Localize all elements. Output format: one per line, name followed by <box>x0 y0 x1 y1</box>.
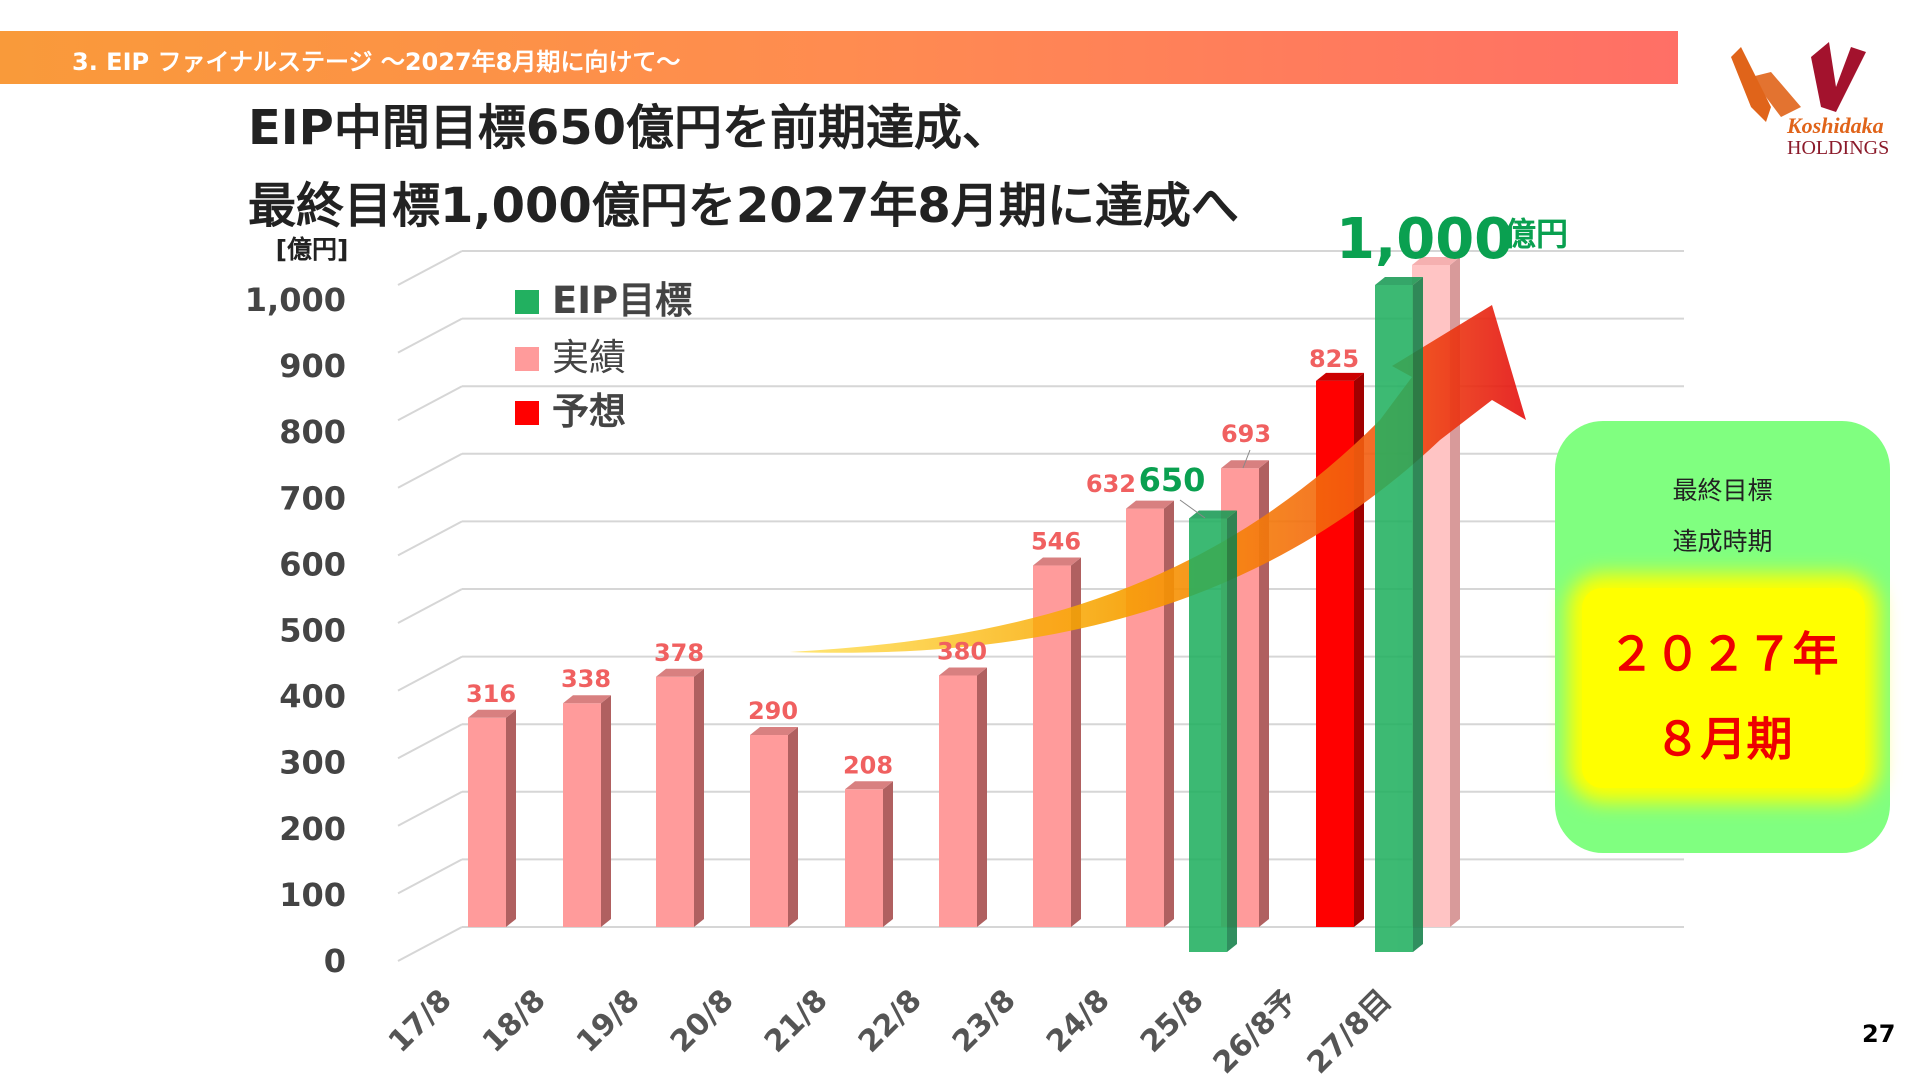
gridline-depth <box>397 790 463 827</box>
data-label: 546 <box>1031 528 1081 556</box>
bar-actual-21/8 <box>845 781 893 927</box>
gridline-depth <box>397 317 463 354</box>
y-tick-label: 400 <box>279 678 346 716</box>
leader-line <box>1179 499 1206 519</box>
y-tick-label: 200 <box>279 810 346 848</box>
gridline-depth <box>397 723 463 760</box>
y-tick-label: 1,000 <box>245 281 346 319</box>
x-tick-label: 23/8 <box>946 983 1023 1060</box>
bar-target-27/8目 <box>1375 277 1423 952</box>
gridline-depth <box>397 655 463 692</box>
bar-actual-18/8 <box>563 695 611 927</box>
data-label: 650 <box>1139 461 1206 499</box>
y-axis-unit: [億円] <box>276 235 349 264</box>
y-tick-label: 100 <box>279 876 346 914</box>
legend-swatch <box>515 290 539 314</box>
x-tick-label: 18/8 <box>476 983 553 1060</box>
headline-line-2: 最終目標1,000億円を2027年8月期に達成へ <box>248 178 1239 234</box>
gridline-depth <box>397 926 463 962</box>
x-tick-label: 26/8予 <box>1207 983 1305 1080</box>
bar-target-25/8 <box>1189 510 1237 952</box>
legend-swatch <box>515 401 539 425</box>
company-logo: Koshidaka HOLDINGS <box>1711 37 1911 162</box>
x-tick-label: 20/8 <box>664 983 741 1060</box>
data-label: 290 <box>748 697 798 725</box>
box-label-2: 達成時期 <box>1672 527 1773 556</box>
section-title: 3. EIP ファイナルステージ ～2027年8月期に向けて～ <box>72 48 681 76</box>
data-label: 632 <box>1086 470 1136 498</box>
final-target-box: 最終目標 達成時期 ２０２７年 ８月期 <box>1555 421 1890 853</box>
hands-logo-icon <box>1731 42 1866 122</box>
target-period: ８月期 <box>1654 712 1793 766</box>
legend-swatch <box>515 347 539 371</box>
logo-sub: HOLDINGS <box>1787 137 1890 159</box>
x-tick-label: 27/8目 <box>1301 983 1399 1080</box>
gridline-depth <box>397 588 463 624</box>
bar-actual-17/8 <box>468 709 516 927</box>
bar-actual-20/8 <box>750 727 798 927</box>
y-tick-label: 800 <box>279 413 346 451</box>
legend-label: EIP目標 <box>552 279 692 322</box>
legend-label: 実績 <box>552 336 626 379</box>
bar-actual-19/8 <box>656 668 704 927</box>
gridline-depth <box>397 385 463 422</box>
target-callout-value: 1,000 <box>1336 207 1513 272</box>
x-tick-label: 21/8 <box>758 983 835 1060</box>
data-label: 825 <box>1309 345 1359 373</box>
leader-line <box>1242 449 1251 469</box>
section-header-bar: 3. EIP ファイナルステージ ～2027年8月期に向けて～ <box>0 31 1678 84</box>
y-tick-label: 900 <box>279 347 346 385</box>
gridline-depth <box>397 520 463 557</box>
gridline-depth <box>397 452 463 489</box>
data-label: 378 <box>654 639 704 667</box>
target-year: ２０２７年 <box>1608 627 1839 681</box>
bar-actual-22/8 <box>939 667 987 927</box>
y-tick-label: 300 <box>279 744 346 782</box>
y-tick-label: 0 <box>324 942 346 980</box>
target-callout-unit: 億円 <box>1504 215 1568 253</box>
x-tick-label: 25/8 <box>1134 983 1211 1060</box>
data-label: 338 <box>561 665 611 693</box>
y-tick-label: 500 <box>279 612 346 650</box>
x-tick-label: 19/8 <box>570 983 647 1060</box>
target-date-highlight: ２０２７年 ８月期 <box>1582 588 1865 788</box>
box-label-1: 最終目標 <box>1672 476 1773 505</box>
y-tick-label: 700 <box>279 479 346 517</box>
page-number: 27 <box>1862 1020 1896 1048</box>
y-tick-label: 600 <box>279 545 346 583</box>
headline-line-1: EIP中間目標650億円を前期達成、 <box>248 100 1011 156</box>
data-label: 693 <box>1221 420 1271 448</box>
data-label: 316 <box>466 680 516 708</box>
x-tick-label: 24/8 <box>1040 983 1117 1060</box>
data-label: 208 <box>843 751 893 779</box>
x-tick-label: 22/8 <box>852 983 929 1060</box>
x-tick-label: 17/8 <box>382 983 459 1060</box>
gridline-depth <box>397 250 463 286</box>
bar-actual-24/8 <box>1126 500 1174 927</box>
gridline-depth <box>397 858 463 895</box>
data-label: 380 <box>937 637 987 665</box>
logo-brand: Koshidaka <box>1787 113 1884 138</box>
legend-label: 予想 <box>552 390 626 433</box>
